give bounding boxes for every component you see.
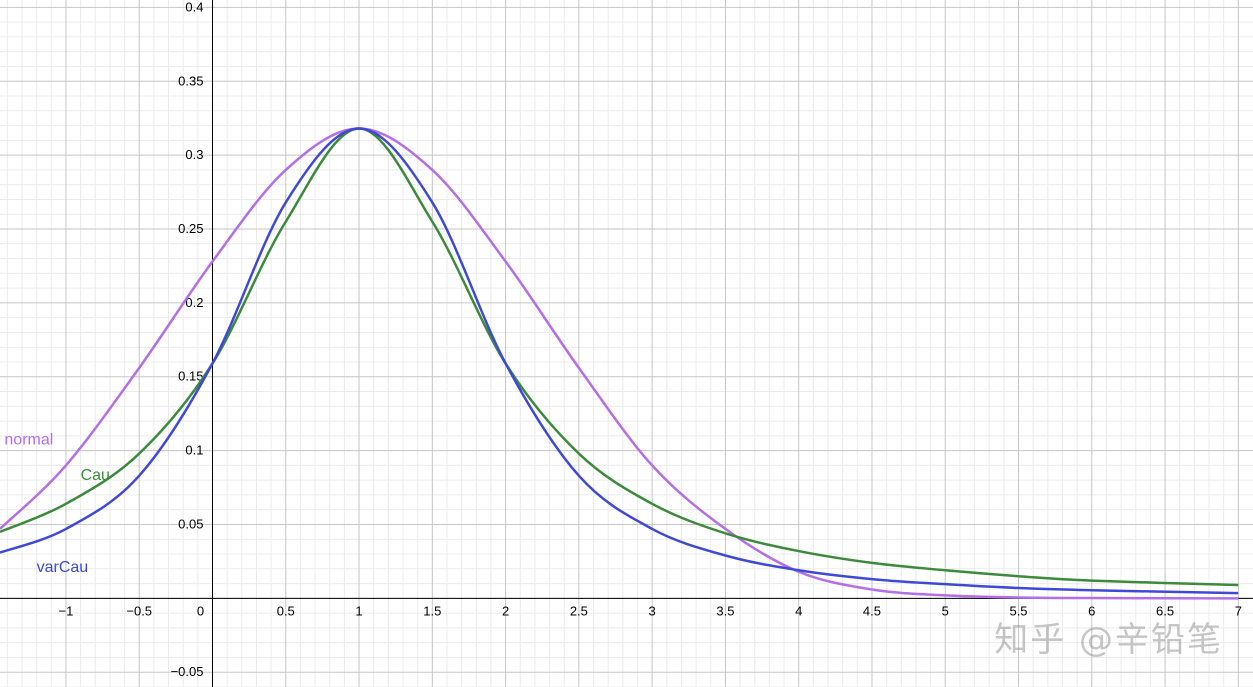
watermark: 知乎 @辛铅笔 [994, 620, 1223, 660]
y-tick-label: 0.35 [178, 73, 203, 88]
x-tick-label: 1 [355, 603, 362, 618]
x-tick-label: −1 [59, 603, 74, 618]
curves [0, 127, 1239, 600]
series-line-cau [0, 127, 1239, 587]
x-tick-label: 2.5 [570, 603, 588, 618]
x-tick-label: 5 [942, 603, 949, 618]
curve-label-cau: Cau [81, 467, 110, 484]
x-tick-label: 0 [197, 603, 204, 618]
curve-labels: normal Cau varCau [4, 432, 110, 576]
x-tick-label: 7 [1235, 603, 1242, 618]
y-tick-label: 0.3 [185, 147, 203, 162]
y-tick-label: 0.05 [178, 516, 203, 531]
y-tick-label: 0.15 [178, 369, 203, 384]
x-tick-label: 3.5 [716, 603, 734, 618]
y-tick-label: 0.4 [185, 0, 203, 14]
x-tick-label: 6 [1088, 603, 1095, 618]
y-tick-labels: −0.05 0.05 0.1 0.15 0.2 0.25 0.3 0.35 0.4 [171, 0, 204, 679]
y-tick-label: 0.2 [185, 295, 203, 310]
x-tick-label: 4 [795, 603, 802, 618]
x-tick-label: 1.5 [423, 603, 441, 618]
x-tick-label: 4.5 [863, 603, 881, 618]
curve-label-normal: normal [4, 432, 53, 449]
series-line-normal [0, 127, 1239, 600]
x-tick-label: −0.5 [126, 603, 152, 618]
x-tick-label: 5.5 [1009, 603, 1027, 618]
x-tick-label: 6.5 [1156, 603, 1174, 618]
curve-label-varcau: varCau [37, 559, 89, 576]
y-tick-label: 0.25 [178, 221, 203, 236]
x-tick-label: 3 [649, 603, 656, 618]
series-line-varcau [0, 127, 1239, 595]
y-tick-label: 0.1 [185, 443, 203, 458]
x-tick-label: 0.5 [277, 603, 295, 618]
x-tick-labels: −1 −0.5 0 0.5 1 1.5 2 2.5 3 3.5 4 4.5 5 5.5 6 6.5 7 [59, 603, 1242, 618]
x-tick-label: 2 [502, 603, 509, 618]
y-tick-label: −0.05 [171, 664, 204, 679]
